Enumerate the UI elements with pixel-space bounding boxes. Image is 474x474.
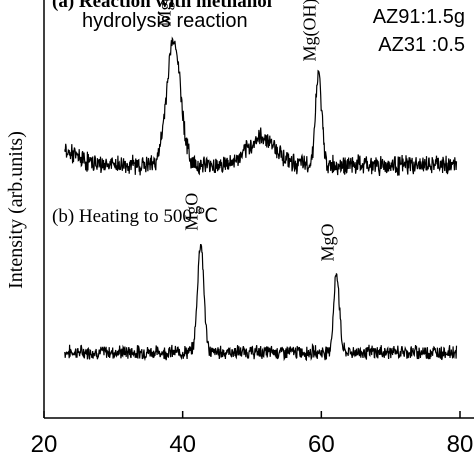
x-tick-label-80: 80 (447, 431, 474, 458)
xrd-trace-1 (64, 36, 458, 176)
peak-label-1-1: Mg(OH)₂ (300, 0, 321, 62)
peak-label-0-1: MgO (318, 223, 338, 261)
peak-label-0-0: MgO (182, 193, 202, 231)
annotation-method-line2: hydrolysis reaction (82, 10, 248, 32)
annotation-composition-line2: AZ31 :0.5 (378, 34, 465, 56)
annotation-composition-line1: AZ91:1.5g (373, 6, 465, 28)
y-axis-label: Intensity (arb.units) (5, 131, 27, 289)
x-tick-label-20: 20 (31, 431, 58, 458)
panel-label-b: (b) Heating to 500 ℃ (52, 206, 218, 227)
xrd-trace-0 (64, 244, 458, 362)
x-tick-label-60: 60 (308, 431, 335, 458)
x-tick-label-40: 40 (169, 431, 196, 458)
annotation-method-line1: (a) Reaction with methanol (52, 0, 272, 12)
peak-label-1-0: Mg(OH)₂ (155, 0, 176, 27)
